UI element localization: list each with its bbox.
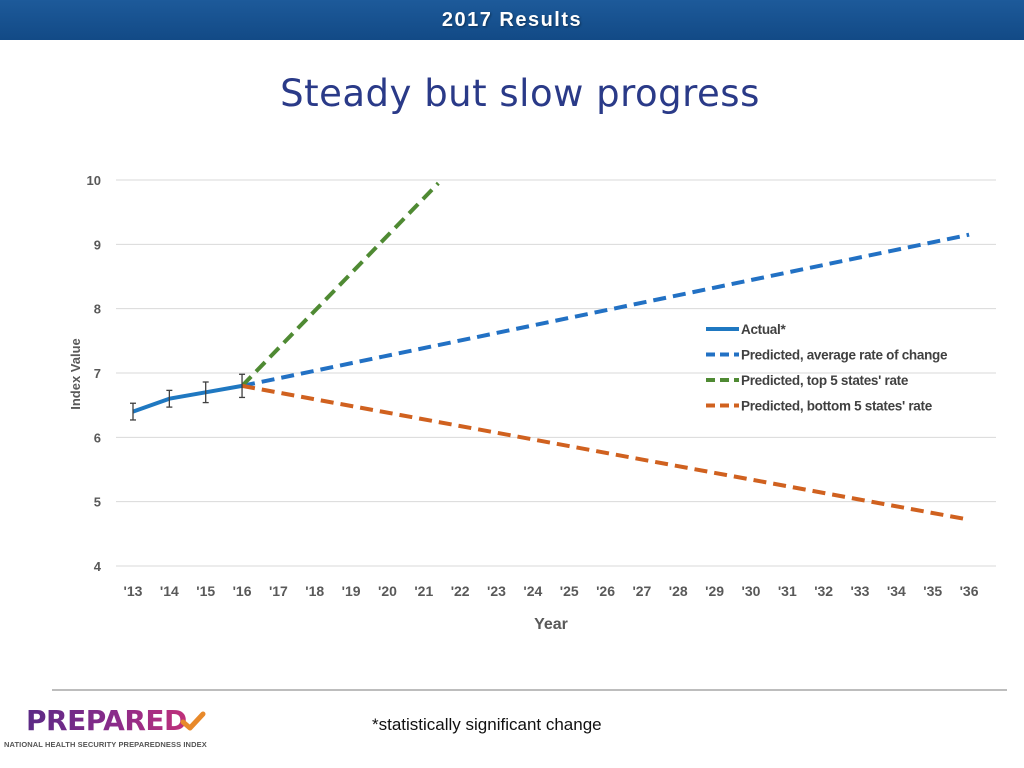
x-tick-label: '26 (596, 583, 615, 599)
x-tick-label: '25 (560, 583, 579, 599)
y-tick-label: 5 (94, 495, 101, 510)
y-tick-label: 7 (94, 366, 101, 381)
legend-label: Predicted, bottom 5 states' rate (741, 399, 933, 414)
section-title: 2017 Results (441, 8, 583, 31)
x-tick-label: '28 (669, 583, 688, 599)
series-line (241, 383, 970, 522)
logo-tagline: NATIONAL HEALTH SECURITY PREPAREDNESS IN… (4, 740, 207, 749)
x-tick-label: '24 (523, 583, 542, 599)
x-tick-label: '32 (814, 583, 833, 599)
x-tick-label: '13 (124, 583, 143, 599)
logo-check-icon (180, 711, 206, 731)
x-tick-label: '27 (632, 583, 651, 599)
y-tick-label: 8 (94, 302, 101, 317)
footnote: *statistically significant change (372, 715, 602, 734)
x-tick-label: '23 (487, 583, 506, 599)
legend-label: Predicted, top 5 states' rate (741, 373, 909, 388)
y-tick-label: 10 (87, 173, 101, 188)
x-tick-label: '21 (414, 583, 433, 599)
x-tick-label: '14 (160, 583, 179, 599)
y-tick-label: 9 (94, 237, 101, 252)
x-tick-label: '22 (451, 583, 470, 599)
y-axis-title: Index Value (68, 338, 83, 410)
x-tick-label: '20 (378, 583, 397, 599)
slide-title: Steady but slow progress (280, 72, 760, 115)
x-tick-label: '29 (705, 583, 724, 599)
line-chart: 4 5 6 7 8 9 10 '13 '14 '15 '16 '17 '18 '19 '20 '21 '22 '2… (68, 173, 996, 633)
x-tick-label: '36 (960, 583, 979, 599)
header-bar: 2017 Results (0, 0, 1024, 40)
logo-wordmark: PREPARED (26, 704, 187, 737)
y-tick-label: 6 (94, 430, 101, 445)
legend-label: Predicted, average rate of change (741, 348, 948, 363)
prepared-logo: PREPARED NATIONAL HEALTH SECURITY PREPAR… (4, 703, 234, 755)
x-tick-label: '16 (233, 583, 252, 599)
series-line (241, 232, 970, 388)
series-line (240, 181, 440, 388)
x-tick-label: '33 (851, 583, 870, 599)
y-tick-label: 4 (94, 559, 102, 574)
x-tick-label: '35 (923, 583, 942, 599)
x-tick-label: '18 (305, 583, 324, 599)
x-tick-label: '15 (196, 583, 215, 599)
x-tick-label: '17 (269, 583, 288, 599)
x-tick-label: '31 (778, 583, 797, 599)
footer-divider (52, 689, 1007, 691)
x-tick-label: '19 (342, 583, 361, 599)
x-tick-label: '34 (887, 583, 906, 599)
x-tick-label: '30 (741, 583, 760, 599)
legend-label: Actual* (741, 322, 786, 337)
series-line (132, 383, 243, 414)
x-axis-title: Year (534, 616, 568, 633)
